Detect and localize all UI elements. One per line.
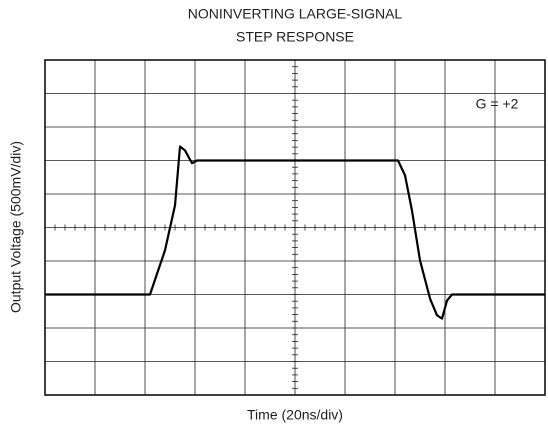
annotation: G = +2 [476,96,519,112]
plot-frame [44,59,546,396]
chart-title: STEP RESPONSE [236,29,354,45]
signal-line [45,145,545,320]
y-axis-label: Output Voltage (500mV/div) [8,141,24,313]
x-axis-label: Time (20ns/div) [247,407,343,423]
chart-title: NONINVERTING LARGE-SIGNAL [188,6,403,22]
